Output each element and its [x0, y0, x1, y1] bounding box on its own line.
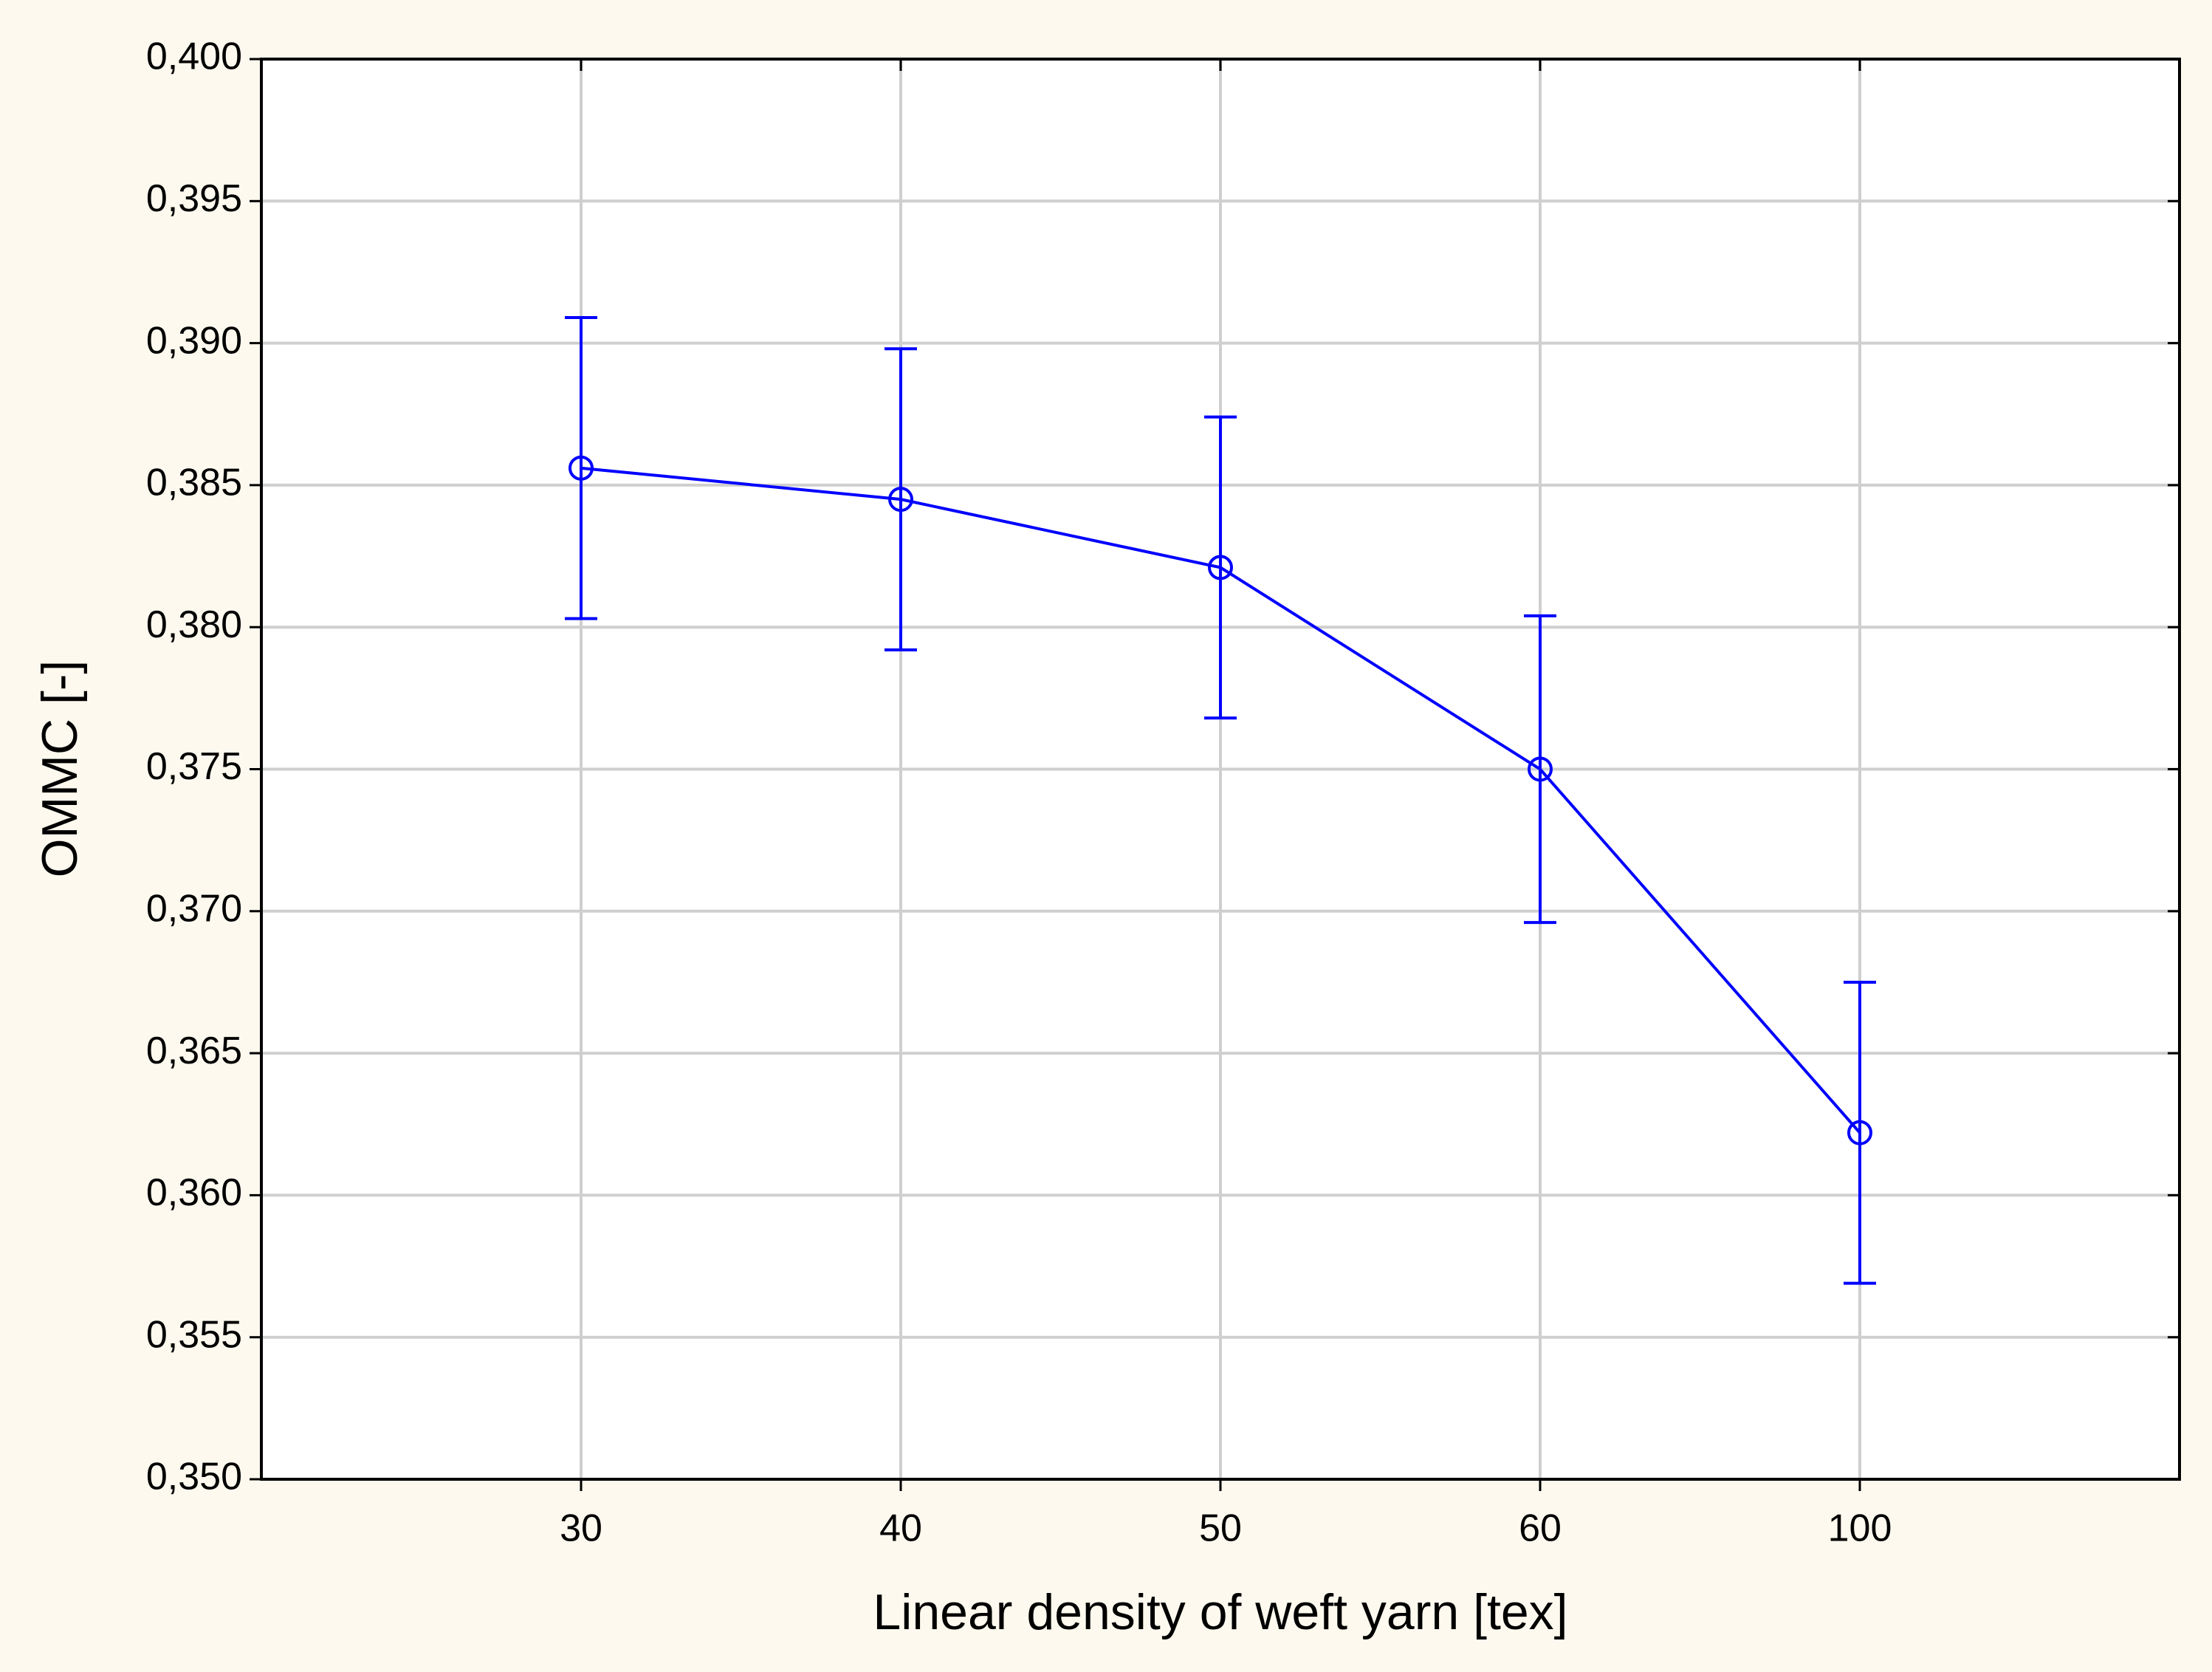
y-tick-label: 0,400	[146, 35, 242, 78]
y-tick-label: 0,370	[146, 888, 242, 931]
marker	[569, 455, 594, 481]
marker	[1528, 756, 1553, 782]
x-tick-label: 100	[1828, 1507, 1892, 1550]
y-tick-label: 0,380	[146, 603, 242, 646]
error-bar	[1844, 980, 1876, 1285]
plot-layer	[261, 58, 2180, 1481]
x-tick-label: 40	[879, 1507, 922, 1550]
x-tick-label: 30	[560, 1507, 602, 1550]
error-bar	[1524, 614, 1556, 925]
y-axis-label: OMMC [-]	[32, 660, 88, 878]
y-tick-label: 0,360	[146, 1171, 242, 1214]
x-tick-label: 60	[1519, 1507, 1562, 1550]
error-bar	[1204, 415, 1237, 720]
marker	[1847, 1120, 1872, 1145]
y-tick-label: 0,355	[146, 1313, 242, 1356]
marker	[1208, 555, 1233, 580]
x-tick-label: 50	[1199, 1507, 1242, 1550]
y-tick-label: 0,385	[146, 462, 242, 504]
y-tick-label: 0,365	[146, 1029, 242, 1072]
x-axis-label: Linear density of weft yarn [tex]	[873, 1584, 1567, 1640]
y-tick-label: 0,375	[146, 745, 242, 788]
error-bar	[565, 315, 597, 620]
y-tick-label: 0,350	[146, 1456, 242, 1498]
y-tick-label: 0,390	[146, 319, 242, 362]
marker	[888, 487, 913, 513]
y-tick-label: 0,395	[146, 177, 242, 220]
error-bar	[885, 347, 917, 651]
